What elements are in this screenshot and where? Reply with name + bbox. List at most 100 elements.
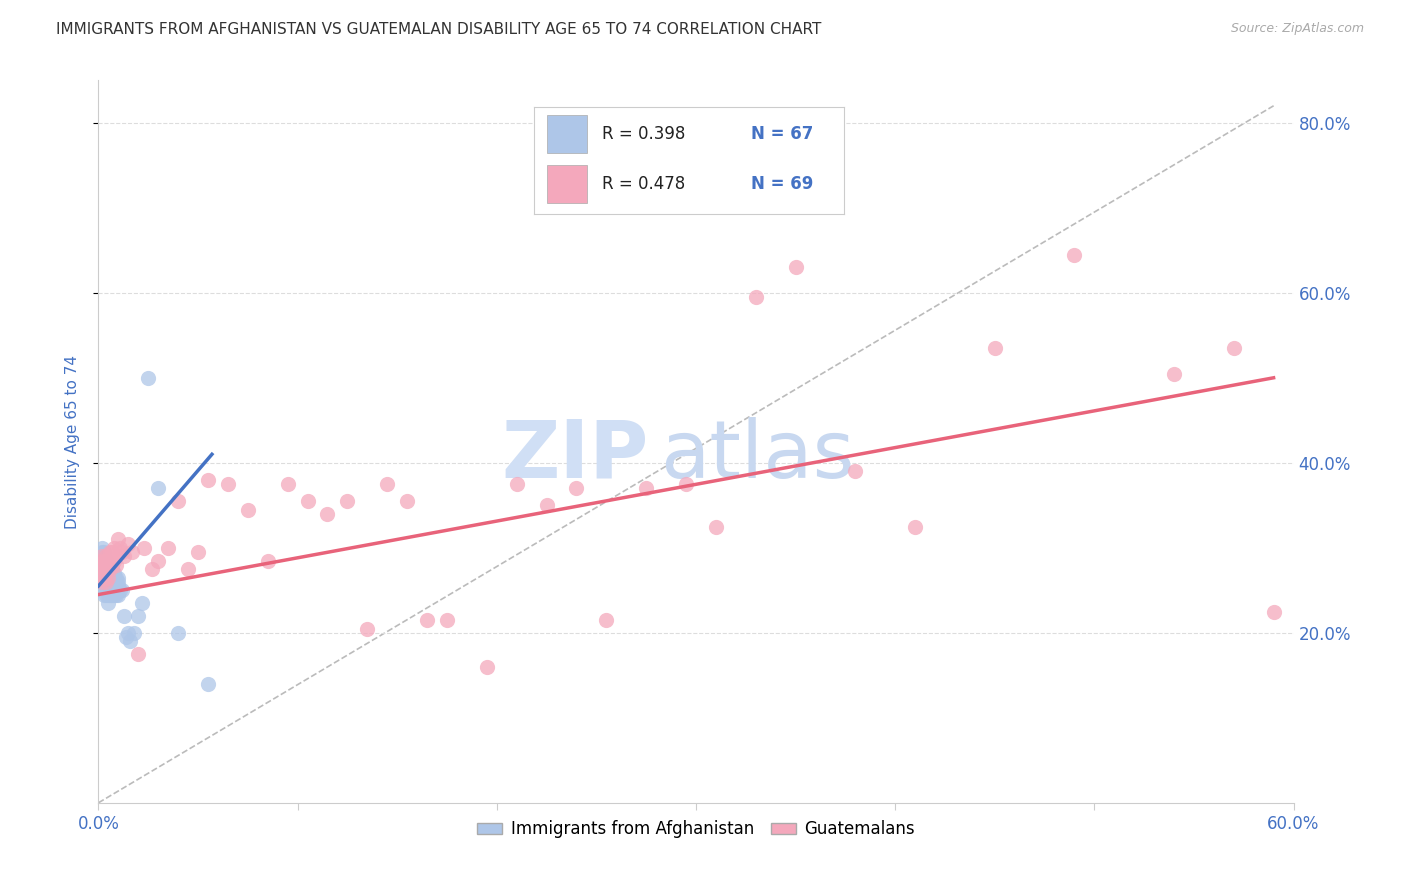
Point — [107, 570, 129, 584]
Point — [96, 553, 118, 567]
Point — [396, 494, 419, 508]
Text: N = 67: N = 67 — [751, 125, 813, 143]
Point — [93, 588, 115, 602]
Point — [101, 566, 124, 581]
Point — [416, 613, 439, 627]
Point — [356, 622, 378, 636]
Point — [91, 545, 114, 559]
Point — [103, 579, 125, 593]
Point — [98, 574, 122, 589]
Point — [704, 519, 727, 533]
Point — [96, 588, 118, 602]
Point — [101, 558, 124, 572]
Point — [745, 290, 768, 304]
Point — [96, 574, 118, 589]
Point — [110, 541, 132, 555]
Point — [785, 260, 807, 275]
Point — [1063, 247, 1085, 261]
Point — [97, 570, 120, 584]
Point — [91, 553, 114, 567]
Text: IMMIGRANTS FROM AFGHANISTAN VS GUATEMALAN DISABILITY AGE 65 TO 74 CORRELATION CH: IMMIGRANTS FROM AFGHANISTAN VS GUATEMALA… — [56, 22, 821, 37]
Point — [595, 613, 617, 627]
Point — [675, 477, 697, 491]
Point — [121, 545, 143, 559]
Point — [256, 553, 278, 567]
Point — [96, 562, 118, 576]
Point — [97, 596, 120, 610]
Point — [131, 596, 153, 610]
Point — [217, 477, 239, 491]
Point — [316, 507, 339, 521]
Point — [105, 579, 128, 593]
Point — [904, 519, 927, 533]
Point — [103, 574, 125, 589]
Point — [93, 553, 115, 567]
Point — [115, 630, 138, 644]
Point — [103, 541, 125, 555]
Point — [91, 562, 114, 576]
Point — [167, 494, 190, 508]
Point — [127, 608, 149, 623]
Point — [984, 341, 1007, 355]
Point — [111, 583, 134, 598]
Point — [236, 502, 259, 516]
Point — [98, 566, 122, 581]
Point — [107, 588, 129, 602]
Point — [93, 562, 115, 576]
Point — [97, 579, 120, 593]
Point — [91, 566, 114, 581]
Point — [93, 579, 115, 593]
Point — [111, 545, 134, 559]
Point — [107, 574, 129, 589]
Point — [97, 588, 120, 602]
Point — [197, 473, 219, 487]
Point — [1223, 341, 1246, 355]
Point — [93, 570, 115, 584]
Point — [97, 553, 120, 567]
Point — [89, 553, 111, 567]
Point — [177, 562, 200, 576]
Text: R = 0.398: R = 0.398 — [602, 125, 686, 143]
Point — [96, 579, 118, 593]
Point — [93, 545, 115, 559]
Point — [120, 634, 142, 648]
Point — [112, 608, 135, 623]
Point — [107, 533, 129, 547]
Point — [565, 481, 588, 495]
Point — [112, 549, 135, 564]
Point — [91, 558, 114, 572]
Point — [105, 570, 128, 584]
Point — [297, 494, 319, 508]
Point — [134, 541, 156, 555]
Point — [98, 570, 122, 584]
Bar — [547, 114, 586, 153]
Point — [96, 549, 118, 564]
Point — [101, 579, 124, 593]
Point — [105, 588, 128, 602]
Point — [89, 570, 111, 584]
Point — [107, 579, 129, 593]
Point — [98, 579, 122, 593]
Point — [98, 562, 122, 576]
Point — [167, 625, 190, 640]
Point — [93, 562, 115, 576]
Point — [91, 574, 114, 589]
Point — [117, 625, 139, 640]
Point — [105, 558, 128, 572]
Point — [141, 562, 163, 576]
Point — [101, 545, 124, 559]
Point — [101, 562, 124, 576]
Point — [844, 464, 866, 478]
Point — [97, 562, 120, 576]
Point — [148, 481, 170, 495]
Point — [127, 647, 149, 661]
Point — [96, 570, 118, 584]
Point — [98, 588, 122, 602]
Point — [103, 588, 125, 602]
Point — [103, 553, 125, 567]
Point — [98, 553, 122, 567]
Point — [101, 574, 124, 589]
Point — [157, 541, 180, 555]
Point — [103, 566, 125, 581]
Text: ZIP: ZIP — [501, 417, 648, 495]
